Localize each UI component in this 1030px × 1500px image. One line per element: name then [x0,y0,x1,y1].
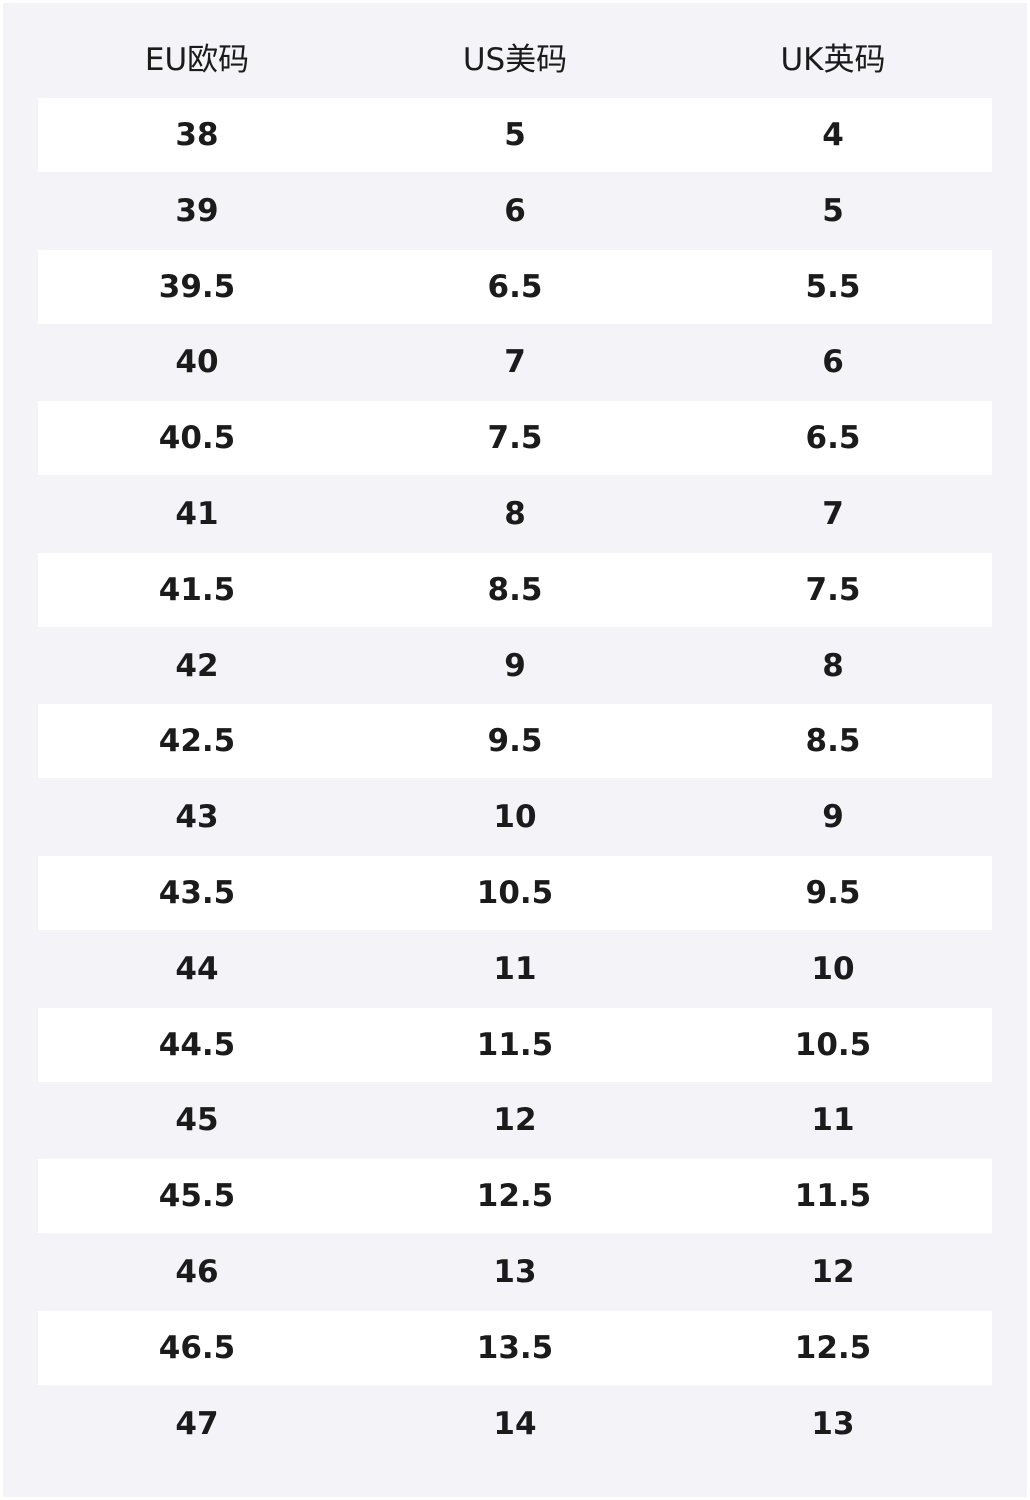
table-cell: 13.5 [476,1329,554,1366]
table-cell: 39 [175,192,219,229]
column-header: EU欧码 [144,42,250,78]
table-cell: 6.5 [805,420,861,457]
table-cell: 45.5 [158,1178,236,1215]
table-cell: 11.5 [794,1178,872,1215]
table-cell: 42.5 [158,723,236,760]
table-cell: 43.5 [158,875,236,911]
column-header: UK英码 [780,42,886,78]
table-cell: 44.5 [158,1026,236,1063]
table-cell: 12 [493,1102,537,1139]
row-background [38,856,992,930]
table-cell: 47 [175,1405,219,1442]
row-background [38,704,992,779]
row-background [38,401,992,476]
table-cell: 40 [175,344,219,381]
row-background [38,1159,992,1234]
table-cell: 12.5 [476,1178,554,1215]
table-cell: 5 [822,192,844,229]
table-cell: 7.5 [805,571,861,608]
table-cell: 8.5 [805,723,861,760]
table-cell: 42 [175,647,219,684]
table-cell: 4 [822,117,844,153]
table-cell: 8 [504,496,526,532]
table-cell: 45 [175,1102,219,1139]
table-cell: 44 [175,950,219,987]
table-cell: 7 [504,344,526,381]
table-cell: 9.5 [487,723,543,760]
table-cell: 11 [811,1102,855,1139]
table-cell: 41 [175,496,219,532]
size-table: EU欧码 US美码 UK英码 38 5 4 39 6 5 39.5 6.5 5.5 40 7 6 40.5 7.… [3,3,1027,1497]
table-cell: 14 [493,1405,537,1442]
table-cell: 10 [811,950,855,987]
table-cell: 11.5 [476,1026,554,1063]
table-cell: 6 [504,192,526,229]
table-cell: 8 [822,647,844,684]
table-cell: 5 [504,117,526,153]
table-cell: 7.5 [487,420,543,457]
table-cell: 5.5 [805,268,861,305]
table-cell: 11 [493,950,537,987]
table-cell: 10 [493,799,537,836]
column-header: US美码 [462,42,568,78]
table-cell: 46.5 [158,1329,236,1366]
table-cell: 40.5 [158,420,236,457]
table-cell: 6 [822,344,844,381]
row-background [38,1310,992,1385]
row-background [38,552,992,627]
table-cell: 43 [175,799,219,836]
table-cell: 12 [811,1254,855,1290]
table-cell: 38 [175,117,219,153]
table-cell: 12.5 [794,1329,872,1366]
table-cell: 9 [504,647,526,684]
table-cell: 7 [822,496,844,532]
table-cell: 41.5 [158,571,236,608]
table-cell: 10.5 [794,1026,872,1063]
row-background [38,1007,992,1082]
table-cell: 13 [493,1254,537,1290]
row-background [38,98,992,172]
row-background [38,249,992,324]
table-cell: 39.5 [158,268,236,305]
table-cell: 9.5 [805,875,861,911]
table-cell: 13 [811,1405,855,1442]
table-cell: 9 [822,799,844,836]
table-cell: 6.5 [487,268,543,305]
table-cell: 46 [175,1254,219,1290]
table-cell: 10.5 [476,875,554,911]
table-cell: 8.5 [487,571,543,608]
